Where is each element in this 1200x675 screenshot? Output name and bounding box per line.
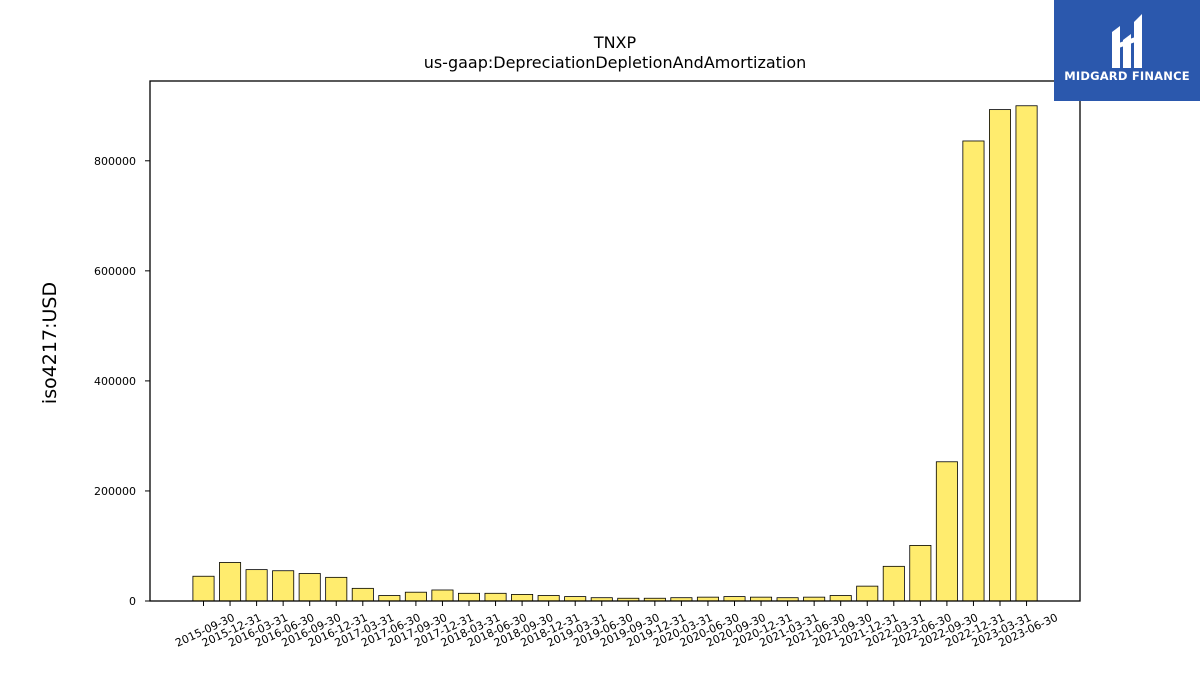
chart-title: TNXP (593, 33, 637, 52)
bar-2022-12-31 (962, 140, 985, 602)
x-axis-ticks: 2015-09-302015-12-312016-03-312016-06-30… (173, 601, 1060, 650)
y-tick-label: 200000 (94, 485, 136, 498)
bar-2020-09-30 (723, 596, 746, 602)
bar-2019-03-31 (564, 596, 587, 602)
bar-2023-03-31 (989, 109, 1012, 602)
bar-2021-09-30 (829, 595, 852, 602)
bar-2015-09-30 (192, 575, 215, 602)
y-axis-label: iso4217:USD (39, 282, 61, 404)
y-tick-label: 0 (129, 595, 136, 608)
y-tick-label: 600000 (94, 265, 136, 278)
bar-2017-12-31 (431, 589, 454, 602)
bar-2016-03-31 (245, 569, 268, 602)
bar-2022-09-30 (935, 461, 958, 602)
bar-2018-03-31 (457, 592, 480, 602)
bar-2022-03-31 (882, 565, 905, 602)
bar-2016-09-30 (298, 573, 321, 602)
bar-2017-06-30 (378, 595, 401, 602)
bar-2017-09-30 (404, 591, 427, 602)
bar-2023-06-30 (1015, 105, 1038, 602)
y-tick-label: 400000 (94, 375, 136, 388)
bar-2017-03-31 (351, 587, 374, 602)
y-tick-label: 800000 (94, 155, 136, 168)
logo-mark-icon (1112, 14, 1142, 68)
bar-2015-12-31 (219, 562, 242, 602)
bar-2018-06-30 (484, 592, 507, 602)
bar-2016-06-30 (272, 570, 295, 602)
bar-2018-12-31 (537, 595, 560, 602)
brand-logo: MIDGARD FINANCE (1054, 0, 1200, 101)
bar-2016-12-31 (325, 576, 348, 602)
chart-subtitle: us-gaap:DepreciationDepletionAndAmortiza… (424, 53, 807, 72)
bar-2018-09-30 (511, 594, 534, 602)
y-axis-ticks: 0 200000 400000 600000 800000 (94, 155, 150, 608)
plot-frame (149, 80, 1081, 602)
bars (192, 105, 1038, 602)
logo-text: MIDGARD FINANCE (1064, 69, 1190, 83)
bar-2022-06-30 (909, 545, 932, 602)
bar-2021-12-31 (856, 585, 879, 602)
